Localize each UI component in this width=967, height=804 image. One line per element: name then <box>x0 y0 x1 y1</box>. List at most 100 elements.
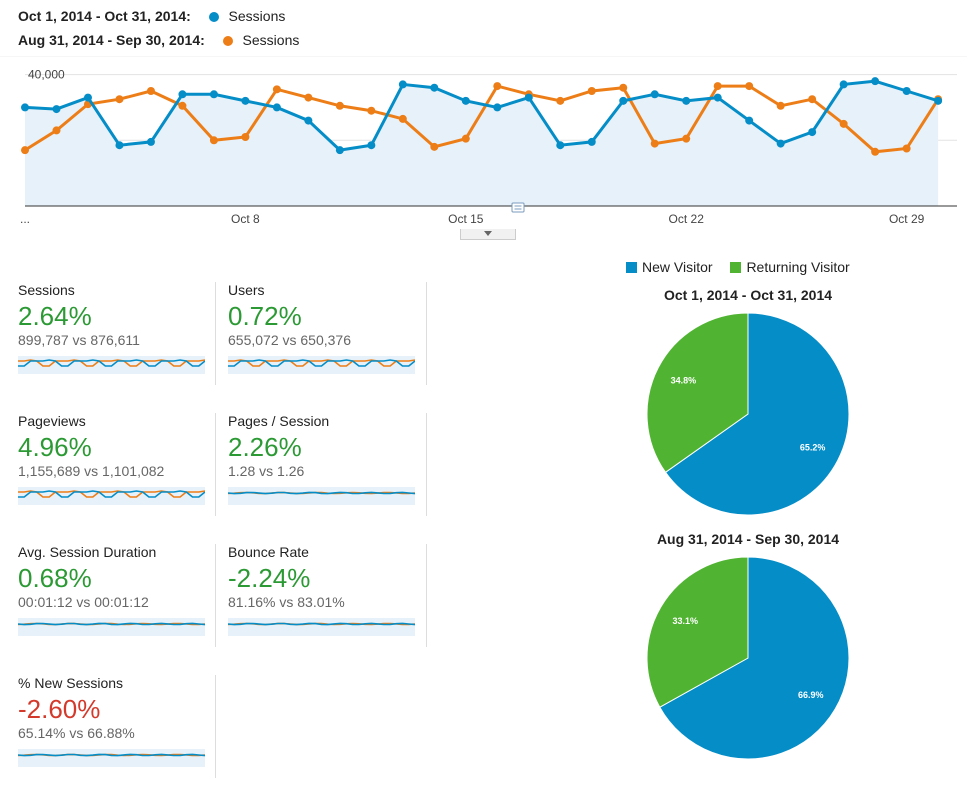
current-data-point <box>556 141 565 150</box>
previous-data-point <box>115 95 124 104</box>
previous-data-point <box>871 147 880 156</box>
sparkline-current <box>18 753 205 757</box>
metric-tile[interactable]: Avg. Session Duration 0.68% 00:01:12 vs 00… <box>18 544 218 636</box>
metric-tile[interactable]: Bounce Rate -2.24% 81.16% vs 83.01% <box>228 544 428 636</box>
metric-change: 4.96% <box>18 432 92 462</box>
divider <box>215 282 216 385</box>
pie-legend-returning[interactable]: Returning Visitor <box>746 259 850 275</box>
y-tick-label: 40,000 <box>28 68 65 82</box>
pie-legend: New Visitor Returning Visitor <box>626 259 850 275</box>
metric-sparkline <box>18 487 205 505</box>
current-data-point <box>461 96 470 105</box>
divider <box>426 413 427 516</box>
previous-data-point <box>587 87 596 95</box>
sparkline-current <box>18 622 205 626</box>
legend-current-range: Oct 1, 2014 - Oct 31, 2014: Sessions <box>18 8 285 24</box>
current-data-point <box>808 128 817 137</box>
pie-slice-returning-visitor <box>646 312 749 474</box>
legend-previous-series: Sessions <box>242 32 300 48</box>
divider <box>215 413 216 516</box>
current-data-point <box>178 90 187 99</box>
metric-change: 0.72% <box>228 301 302 331</box>
previous-data-point <box>209 136 218 145</box>
metric-sparkline <box>18 356 205 374</box>
legend-current-dot-icon <box>208 12 219 22</box>
previous-data-point <box>556 96 565 105</box>
current-data-point <box>745 116 754 125</box>
previous-data-point <box>52 126 61 135</box>
current-data-point <box>335 146 344 155</box>
metric-sparkline <box>228 487 415 505</box>
divider <box>426 282 427 385</box>
metric-tile[interactable]: Pageviews 4.96% 1,155,689 vs 1,101,082 <box>18 413 218 505</box>
metric-label: Avg. Session Duration <box>18 544 157 560</box>
metric-sparkline <box>228 618 415 636</box>
current-data-point <box>934 96 943 105</box>
sparkline-current <box>228 622 415 626</box>
metric-comparison: 899,787 vs 876,611 <box>18 332 140 348</box>
current-data-point <box>524 93 533 102</box>
current-data-point <box>21 103 29 112</box>
legend-previous-range-label: Aug 31, 2014 - Sep 30, 2014: <box>18 32 205 48</box>
pie-slice-new-visitor <box>664 312 850 516</box>
x-tick-label: Oct 8 <box>231 212 260 226</box>
current-data-point <box>146 137 155 146</box>
current-data-point <box>398 80 407 89</box>
metric-change: 2.64% <box>18 301 92 331</box>
previous-data-point <box>367 106 376 115</box>
current-data-point <box>209 90 218 99</box>
previous-data-point <box>839 119 848 128</box>
previous-data-point <box>335 101 344 110</box>
current-series-area <box>25 81 939 206</box>
previous-data-point <box>650 139 659 148</box>
pie-slice-label: 65.2% <box>800 442 826 452</box>
current-data-point <box>52 105 61 114</box>
x-tick-label: ... <box>20 212 30 226</box>
x-tick-label: Oct 15 <box>448 212 484 226</box>
current-data-point <box>367 141 376 150</box>
current-data-point <box>587 137 596 146</box>
previous-data-point <box>272 85 281 94</box>
metric-label: Pages / Session <box>228 413 330 429</box>
previous-data-point <box>745 82 754 91</box>
metric-sparkline <box>18 749 205 767</box>
sparkline-current <box>228 491 415 495</box>
metric-comparison: 655,072 vs 650,376 <box>228 332 351 348</box>
x-tick-label: Oct 29 <box>889 212 925 226</box>
sparkline-current <box>18 359 205 367</box>
pie-chart-previous[interactable]: 66.9% 33.1% <box>638 556 858 766</box>
current-data-point <box>83 93 92 102</box>
previous-data-point <box>21 146 29 155</box>
current-data-point <box>115 141 124 150</box>
metric-comparison: 81.16% vs 83.01% <box>228 594 345 610</box>
metric-comparison: 1.28 vs 1.26 <box>228 463 305 479</box>
metric-tile[interactable]: Users 0.72% 655,072 vs 650,376 <box>228 282 428 374</box>
metric-label: Bounce Rate <box>228 544 309 560</box>
sparkline-current <box>228 359 415 367</box>
metric-change: 0.68% <box>18 563 92 593</box>
sparkline-current <box>18 490 205 498</box>
previous-data-point <box>619 83 628 92</box>
metric-tile[interactable]: Pages / Session 2.26% 1.28 vs 1.26 <box>228 413 428 505</box>
pie-1-title: Oct 1, 2014 - Oct 31, 2014 <box>663 287 833 303</box>
metric-label: % New Sessions <box>18 675 124 691</box>
chart-resize-handle[interactable] <box>460 229 516 240</box>
current-data-point <box>430 83 439 92</box>
metric-tile[interactable]: Sessions 2.64% 899,787 vs 876,611 <box>18 282 218 374</box>
current-data-point <box>493 103 502 112</box>
pie-chart-current[interactable]: 65.2% 34.8% <box>638 312 858 522</box>
previous-data-point <box>713 82 722 91</box>
pie-slice-new-visitor <box>659 556 850 760</box>
pie-slice-label: 66.9% <box>798 690 824 700</box>
returning-visitor-swatch-icon <box>730 262 742 273</box>
sparkline-previous <box>18 490 205 498</box>
new-visitor-swatch-icon <box>626 262 637 273</box>
current-data-point <box>871 77 880 86</box>
pie-legend-new[interactable]: New Visitor <box>642 259 713 275</box>
metric-change: -2.60% <box>18 694 101 724</box>
current-series-line <box>24 79 939 152</box>
previous-data-point <box>241 133 250 141</box>
metric-label: Users <box>228 282 265 298</box>
metric-tile[interactable]: % New Sessions -2.60% 65.14% vs 66.88% <box>18 675 218 767</box>
